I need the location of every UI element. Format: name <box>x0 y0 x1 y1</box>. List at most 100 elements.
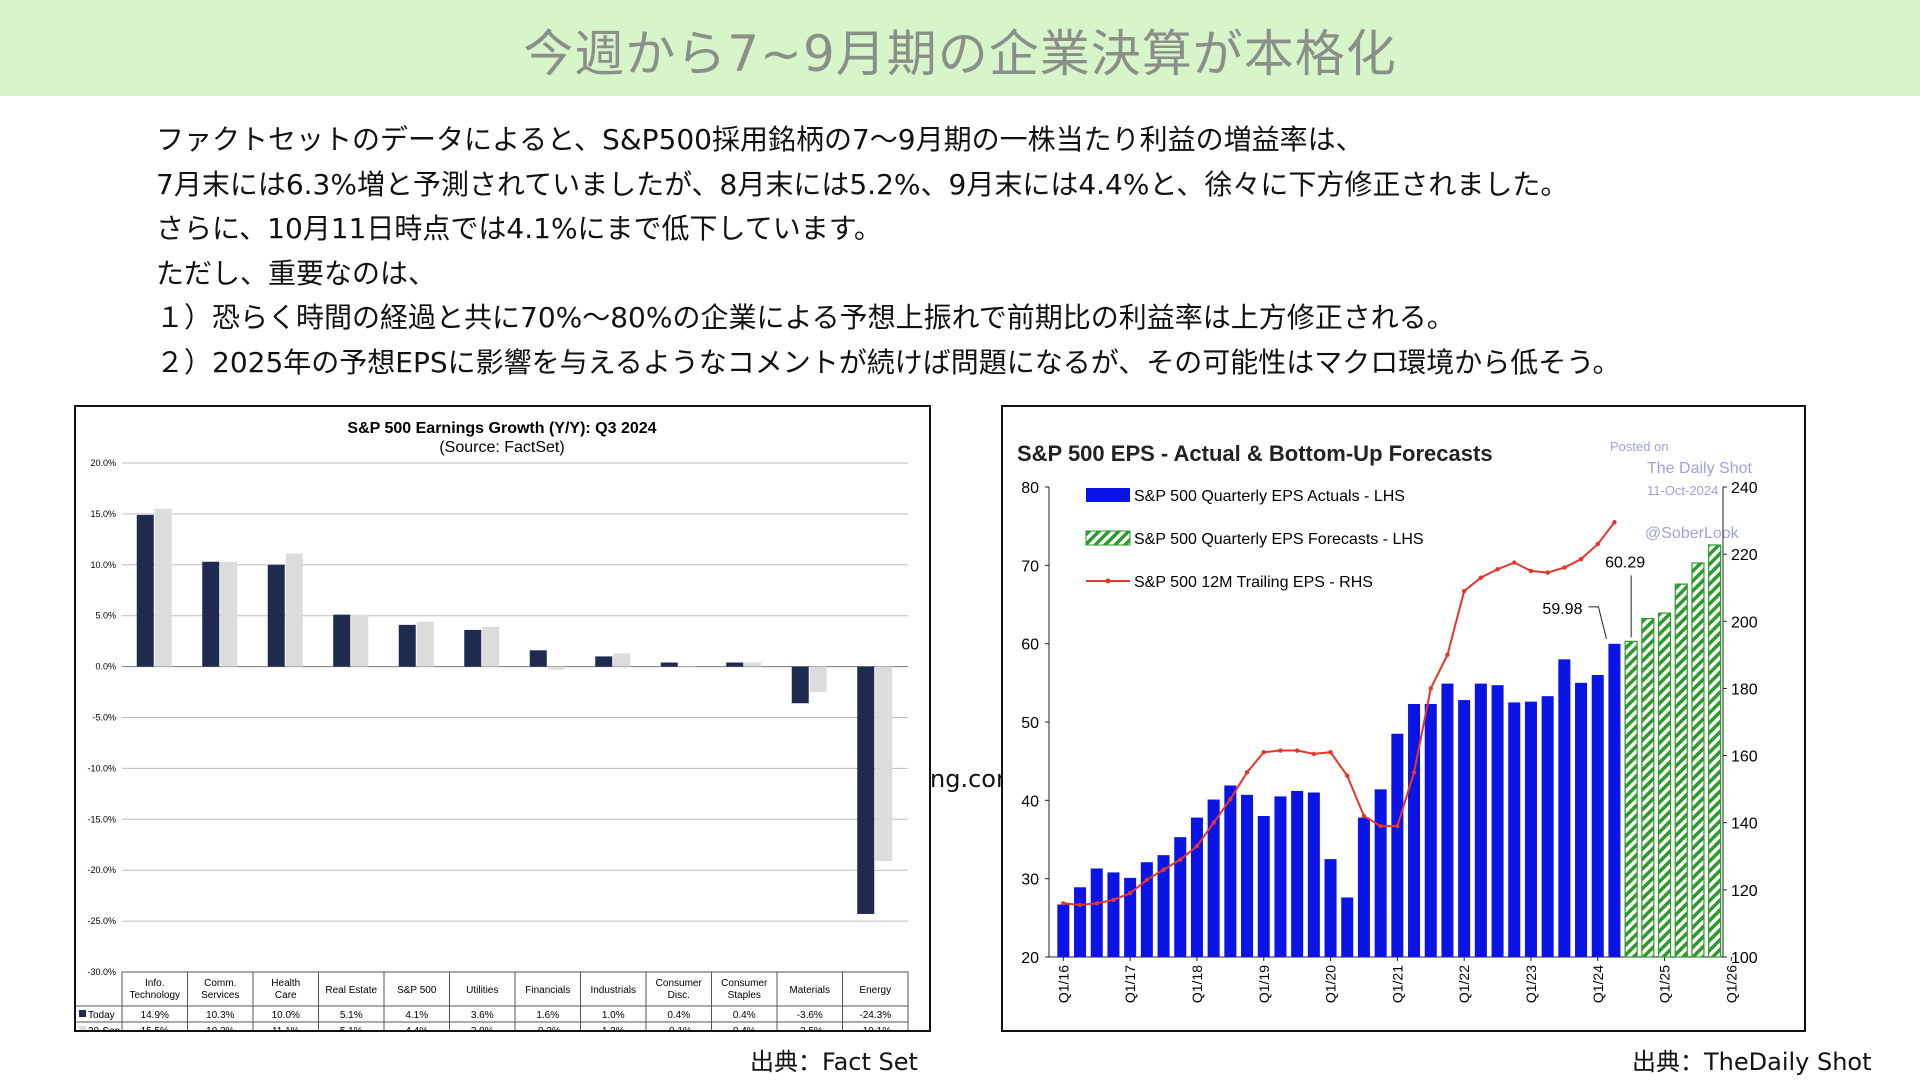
eps-actual-bar <box>1441 683 1454 957</box>
eps-actual-bar <box>1140 862 1153 957</box>
commentary-line-5: １）恐らく時間の経過と共に70%〜80%の企業による予想上振れで前期比の利益率は… <box>156 301 1455 335</box>
commentary-line-2: 7月末には6.3%増と予測されていましたが、8月末には5.2%、9月末には4.4… <box>156 167 1569 201</box>
lhs-tick-label: 40 <box>1021 793 1039 810</box>
trailing-eps-point <box>1545 570 1550 575</box>
lhs-tick-label: 50 <box>1021 715 1039 732</box>
commentary-line-4: ただし、重要なのは、 <box>156 256 437 290</box>
trailing-eps-point <box>1328 750 1333 755</box>
data-label-Today: 10.0% <box>272 1010 300 1021</box>
eps-forecast-bar <box>1708 544 1722 958</box>
trailing-eps-point <box>1278 748 1283 753</box>
bar-30-Sep <box>809 666 827 693</box>
eps-actual-bar <box>1207 799 1220 957</box>
bar-30-Sep <box>482 626 500 667</box>
commentary-text: ファクトセットのデータによると、S&P500採用銘柄の7〜9月期の一株当たり利益… <box>156 118 1876 386</box>
eps-actual-bar <box>1307 792 1320 957</box>
data-label-Today: 5.1% <box>340 1010 363 1021</box>
eps-actual-bar <box>1575 682 1588 957</box>
eps-actual-bar <box>1057 904 1070 957</box>
data-label-Today: -24.3% <box>859 1010 891 1021</box>
eps-actual-bar <box>1374 789 1387 957</box>
eps-actual-bar <box>1157 855 1170 957</box>
trailing-eps-point <box>1378 823 1383 829</box>
eps-actual-bar <box>1508 702 1521 957</box>
bar-Today <box>267 564 285 667</box>
trailing-eps-point <box>1077 902 1083 908</box>
data-label-30-Sep: -0.1% <box>666 1026 692 1030</box>
eps-actual-bar <box>1458 700 1471 957</box>
trailing-eps-point <box>1461 588 1467 594</box>
eps-actual-bar <box>1274 796 1287 957</box>
rhs-tick-label: 200 <box>1731 614 1758 631</box>
trailing-eps-point <box>1127 891 1133 896</box>
commentary-line-6: ２）2025年の予想EPSに影響を与えるようなコメントが続けば問題になるが、その… <box>156 345 1621 379</box>
bar-30-Sep <box>875 666 893 862</box>
x-tick-label: Q1/20 <box>1323 965 1339 1003</box>
rhs-tick-label: 100 <box>1731 950 1758 967</box>
watermark-date: 11-Oct-2024 <box>1647 483 1718 498</box>
trailing-eps-point <box>1144 877 1150 882</box>
lhs-tick-label: 20 <box>1021 950 1039 967</box>
data-label-Today: 3.6% <box>471 1010 494 1021</box>
eps-actual-bar <box>1090 868 1103 957</box>
category-label: Services <box>201 990 239 1001</box>
lhs-tick-label: 70 <box>1021 558 1039 575</box>
rhs-tick-label: 240 <box>1731 480 1758 497</box>
data-label-Today: 14.9% <box>141 1010 169 1021</box>
y-tick-label: 20.0% <box>90 458 116 468</box>
category-label: Industrials <box>590 985 636 996</box>
trailing-eps-point <box>1578 556 1584 562</box>
legend-swatch-actuals <box>1086 488 1130 502</box>
y-tick-label: 10.0% <box>90 560 116 570</box>
bar-30-Sep <box>547 666 565 670</box>
trailing-eps-point <box>1094 901 1099 906</box>
category-label: Real Estate <box>325 985 377 996</box>
trailing-eps-point <box>1294 748 1300 753</box>
trailing-eps-point <box>1194 844 1200 849</box>
source-left: 出典：Fact Set <box>750 1048 918 1076</box>
eps-forecast-bar <box>1624 640 1638 958</box>
eps-actual-bar <box>1124 877 1137 957</box>
category-label: Disc. <box>668 990 690 1001</box>
category-label: Health <box>271 978 300 989</box>
bar-Today <box>791 666 809 704</box>
x-tick-label: Q1/17 <box>1122 965 1138 1003</box>
eps-forecast-bar <box>1674 583 1688 958</box>
eps-forecast-bar <box>1657 612 1672 958</box>
data-label-Today: 1.6% <box>536 1010 559 1021</box>
bar-Today <box>529 650 547 667</box>
lhs-tick-label: 60 <box>1021 637 1039 654</box>
bar-30-Sep <box>613 653 631 667</box>
trailing-eps-point <box>1512 560 1517 565</box>
eps-actual-bar <box>1241 794 1254 957</box>
rhs-tick-label: 120 <box>1731 883 1758 900</box>
x-tick-label: Q1/19 <box>1256 965 1272 1003</box>
trailing-eps-line <box>1063 521 1616 906</box>
data-label-30-Sep: 3.9% <box>471 1026 494 1030</box>
category-label: Comm. <box>204 978 236 989</box>
commentary-line-1: ファクトセットのデータによると、S&P500採用銘柄の7〜9月期の一株当たり利益… <box>156 123 1364 156</box>
eps-actual-bar <box>1424 703 1437 957</box>
trailing-eps-point <box>1161 867 1166 872</box>
legend-label-30-Sep: 30-Sep <box>88 1026 121 1030</box>
y-tick-label: -10.0% <box>87 763 116 773</box>
y-tick-label: 5.0% <box>95 611 116 621</box>
eps-actual-bar <box>1558 659 1571 957</box>
trailing-eps-point <box>1478 575 1484 580</box>
trailing-eps-point <box>1261 750 1266 755</box>
eps-actual-bar <box>1357 817 1370 957</box>
data-label-30-Sep: 10.3% <box>206 1026 234 1030</box>
category-label: Staples <box>728 990 761 1001</box>
bar-Today <box>136 514 154 667</box>
category-label: Technology <box>129 990 180 1001</box>
eps-actual-bar <box>1391 733 1404 957</box>
category-label: Care <box>275 990 297 1001</box>
eps-actual-bar <box>1291 790 1304 957</box>
x-tick-label: Q1/21 <box>1389 965 1405 1003</box>
x-tick-label: Q1/22 <box>1456 965 1472 1003</box>
trailing-eps-point <box>1411 770 1417 775</box>
trailing-eps-point <box>1428 686 1433 691</box>
data-label-Today: 0.4% <box>667 1010 690 1021</box>
trailing-eps-point <box>1528 568 1534 574</box>
data-label-30-Sep: 0.4% <box>733 1026 756 1030</box>
